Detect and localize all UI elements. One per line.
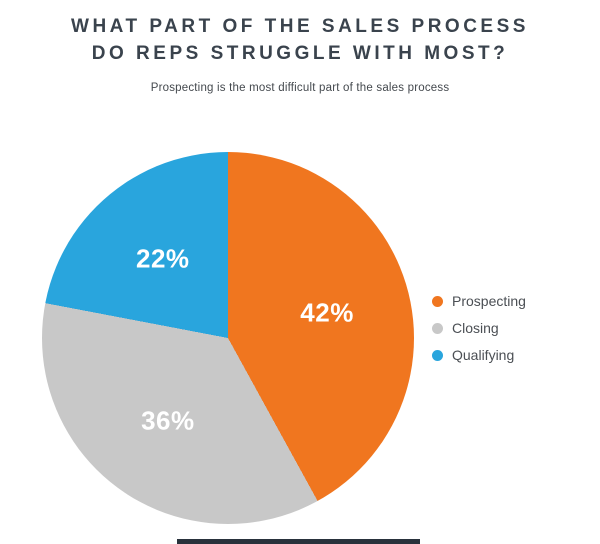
legend-dot-0 (432, 295, 443, 307)
pie-label-0: 42% (300, 297, 354, 328)
page-subtitle: Prospecting is the most difficult part o… (150, 82, 450, 95)
page-title: WHAT PART OF THE SALES PROCESS DO REPS S… (0, 0, 600, 67)
legend-dot-2 (432, 349, 443, 361)
bottom-bar-decoration (177, 539, 420, 544)
page-title-line2: DO REPS STRUGGLE WITH MOST? (91, 42, 509, 64)
pie-label-1: 36% (141, 405, 195, 436)
legend-item-prospecting: Prospecting (432, 293, 526, 309)
page-title-line1: WHAT PART OF THE SALES PROCESS (71, 16, 529, 37)
legend-label-closing: Closing (452, 320, 499, 336)
legend-item-qualifying: Qualifying (432, 347, 526, 363)
legend-dot-1 (432, 322, 443, 334)
legend-label-prospecting: Prospecting (452, 293, 526, 309)
legend: Prospecting Closing Qualifying (432, 293, 526, 374)
legend-label-qualifying: Qualifying (452, 347, 515, 363)
pie-label-2: 22% (136, 243, 190, 274)
legend-item-closing: Closing (432, 320, 526, 336)
pie-chart: 42% 36% 22% (42, 152, 414, 524)
